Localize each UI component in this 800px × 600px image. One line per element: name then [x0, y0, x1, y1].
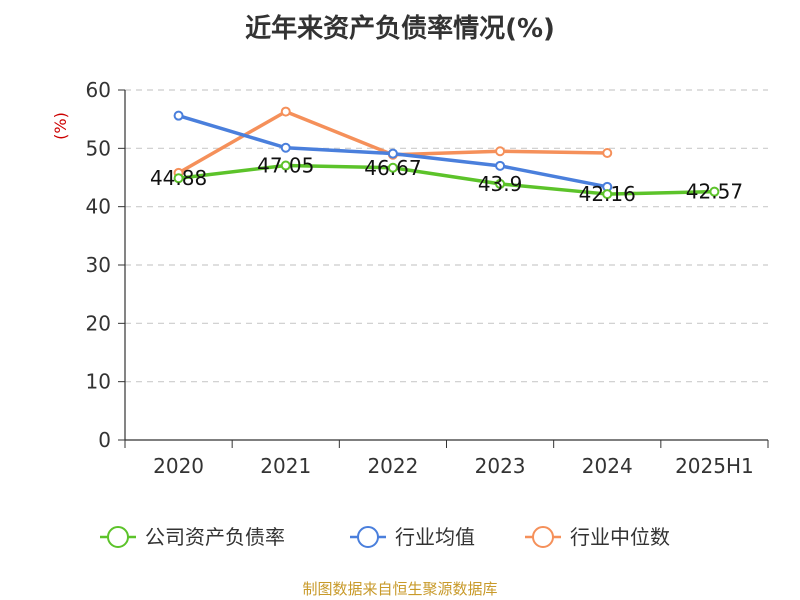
legend: 公司资产负债率 行业均值 行业中位数	[100, 525, 670, 549]
x-tick-label: 2024	[582, 454, 633, 478]
data-label: 47.05	[257, 154, 314, 178]
data-point	[495, 178, 506, 189]
data-point	[602, 148, 613, 158]
data-point	[495, 160, 506, 171]
data-label-layer: 44.88 47.05 46.67 43.9 42.16 42.57	[150, 154, 743, 207]
data-point	[280, 142, 291, 153]
x-tick-label: 2020	[153, 454, 204, 478]
x-tick-label: 2025H1	[675, 454, 754, 478]
legend-item: 行业中位数	[525, 525, 670, 549]
data-point	[173, 110, 184, 121]
legend-marker	[532, 526, 554, 548]
chart-title: 近年来资产负债率情况(%)	[245, 14, 555, 44]
y-tick-label: 50	[86, 136, 111, 160]
legend-label: 行业中位数	[570, 525, 670, 549]
data-label: 44.88	[150, 166, 207, 190]
grid-layer	[125, 89, 768, 383]
legend-item: 公司资产负债率	[100, 525, 285, 549]
y-tick-label: 60	[86, 78, 111, 102]
data-point	[495, 146, 506, 157]
data-point	[387, 148, 398, 159]
data-point	[602, 189, 613, 200]
axis-layer: 0 10 20 30 40 50 60 2020 2021 2022 2023 2024 2025H1 (…	[51, 78, 769, 478]
data-label: 46.67	[364, 156, 421, 180]
data-point	[173, 173, 184, 184]
data-label: 43.9	[478, 172, 523, 196]
data-point	[709, 186, 720, 197]
legend-marker	[357, 526, 379, 548]
x-tick-label: 2023	[475, 454, 526, 478]
y-tick-label: 40	[86, 195, 111, 219]
y-tick-label: 20	[86, 311, 111, 335]
x-tick-label: 2022	[367, 454, 418, 478]
y-tick-label: 30	[86, 253, 111, 277]
y-tick-label: 10	[86, 370, 111, 394]
series-line	[178, 163, 715, 196]
y-tick-label: 0	[98, 428, 111, 452]
legend-item: 行业均值	[350, 525, 475, 549]
data-point	[280, 106, 291, 117]
data-point	[280, 160, 291, 171]
y-unit-label: (%)	[51, 112, 70, 140]
data-label: 42.16	[579, 182, 636, 206]
data-label: 42.57	[686, 180, 743, 204]
legend-label: 公司资产负债率	[145, 525, 285, 549]
legend-label: 行业均值	[395, 525, 475, 549]
source-note: 制图数据来自恒生聚源数据库	[302, 580, 498, 598]
data-point	[387, 162, 398, 173]
series-layer	[173, 106, 720, 200]
x-tick-label: 2021	[260, 454, 311, 478]
legend-marker	[107, 526, 129, 548]
